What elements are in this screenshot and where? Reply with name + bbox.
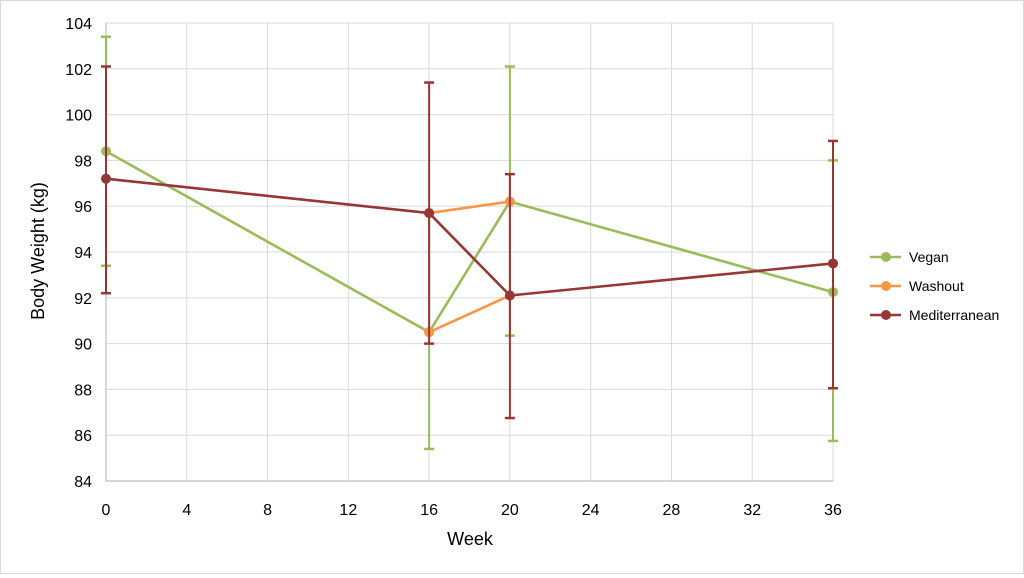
legend-item-washout: Washout bbox=[870, 278, 964, 294]
series-line bbox=[105, 177, 834, 297]
legend-label: Vegan bbox=[909, 249, 949, 265]
y-tick-label: 98 bbox=[74, 153, 92, 170]
x-tick-label: 28 bbox=[663, 502, 681, 519]
gridlines bbox=[106, 22, 834, 481]
y-tick-label: 102 bbox=[65, 62, 92, 79]
y-tick-label: 96 bbox=[74, 199, 92, 216]
axes: 84 86 88 90 92 94 96 98 100 102 104 0 4 8 12 16 20 24 28 32… bbox=[65, 16, 842, 519]
x-tick-label: 4 bbox=[182, 502, 191, 519]
series-line bbox=[105, 150, 834, 334]
x-axis-title: Week bbox=[447, 529, 494, 549]
data-point bbox=[828, 258, 838, 269]
y-tick-label: 92 bbox=[74, 291, 92, 308]
y-tick-label: 94 bbox=[74, 245, 92, 262]
x-tick-label: 16 bbox=[420, 502, 438, 519]
x-tick-label: 36 bbox=[824, 502, 842, 519]
x-tick-label: 8 bbox=[263, 502, 272, 519]
x-tick-label: 32 bbox=[743, 502, 761, 519]
y-tick-label: 86 bbox=[74, 428, 92, 445]
legend-item-vegan: Vegan bbox=[870, 249, 949, 265]
legend-item-mediterranean: Mediterranean bbox=[870, 307, 999, 323]
series-line bbox=[428, 294, 511, 334]
y-tick-label: 88 bbox=[74, 382, 92, 399]
legend-label: Washout bbox=[909, 278, 964, 294]
x-tick-label: 12 bbox=[339, 502, 357, 519]
y-tick-label: 100 bbox=[65, 108, 92, 125]
legend-label: Mediterranean bbox=[909, 307, 999, 323]
y-axis-title: Body Weight (kg) bbox=[28, 182, 48, 320]
series-vegan bbox=[101, 35, 838, 451]
legend-swatch-marker bbox=[881, 310, 891, 320]
legend: Vegan Washout Mediterranean bbox=[870, 249, 999, 323]
legend-swatch-marker bbox=[881, 252, 891, 262]
series-mediterranean bbox=[101, 65, 838, 420]
data-point bbox=[424, 208, 435, 219]
series-line bbox=[428, 200, 511, 215]
data-point bbox=[504, 290, 515, 301]
legend-swatch-marker bbox=[881, 281, 891, 291]
series-layer bbox=[101, 35, 838, 451]
y-tick-label: 104 bbox=[65, 16, 92, 33]
y-tick-label: 90 bbox=[74, 337, 92, 354]
x-tick-label: 20 bbox=[501, 502, 519, 519]
x-tick-label: 0 bbox=[102, 502, 111, 519]
x-tick-label: 24 bbox=[582, 502, 600, 519]
y-tick-label: 84 bbox=[74, 474, 92, 491]
data-point bbox=[101, 173, 111, 184]
